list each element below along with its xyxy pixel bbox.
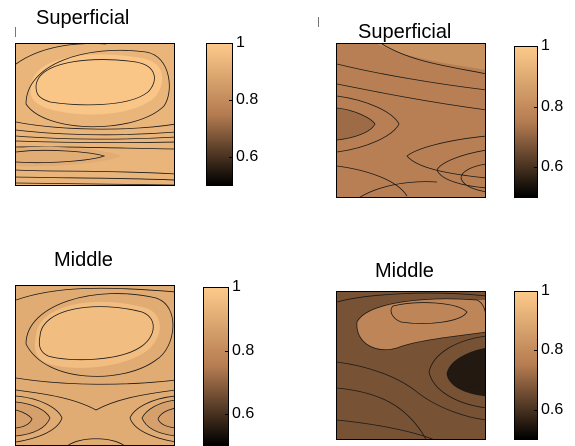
colorbar-4-tick-1 — [534, 291, 538, 292]
contour-line — [16, 135, 174, 140]
contour-line — [16, 129, 174, 136]
contour-line — [406, 135, 485, 179]
contour-region — [391, 302, 467, 324]
colorbar-4-label-2: 0.8 — [541, 341, 564, 358]
colorbar-4-label-1: 1 — [541, 282, 550, 299]
colorbar-2-label-3: 0.6 — [541, 158, 564, 175]
contour-region — [30, 54, 163, 115]
colorbar-1-tick-2 — [229, 100, 233, 101]
colorbar-2-tick-2 — [534, 107, 538, 108]
contour-line — [16, 409, 33, 429]
heatmap-panel-2 — [336, 43, 486, 198]
contour-line — [16, 395, 63, 443]
panel-2-title: Superficial — [358, 21, 452, 43]
contour-region — [16, 402, 50, 436]
contour-line — [16, 401, 51, 437]
contour-line — [337, 419, 434, 439]
contour-line — [337, 63, 485, 91]
colorbar-3-tick-3 — [225, 414, 229, 415]
contour-line — [16, 140, 174, 144]
contour-region — [16, 146, 121, 167]
contour-line — [16, 176, 174, 181]
stray-mark — [318, 17, 319, 27]
colorbar-3-tick-1 — [225, 287, 229, 288]
contour-line — [38, 306, 154, 361]
heatmap-panel-3 — [15, 285, 175, 446]
colorbar-4-label-3: 0.6 — [541, 401, 564, 418]
colorbar-2-label-2: 0.8 — [541, 98, 564, 115]
colorbar-2 — [514, 46, 538, 198]
contour-line — [141, 399, 174, 437]
contour-line — [16, 377, 174, 385]
contour-line — [16, 44, 106, 65]
contour-line — [381, 44, 485, 75]
panel-4-title: Middle — [375, 260, 434, 282]
contour-line — [16, 182, 174, 185]
colorbar-1-label-2: 0.8 — [236, 91, 259, 108]
contour-line — [16, 121, 174, 130]
colorbar-3 — [203, 287, 229, 446]
contour-line — [35, 59, 155, 106]
colorbar-3-label-1: 1 — [232, 278, 241, 295]
colorbar-4-tick-3 — [534, 410, 538, 411]
contour-line — [16, 149, 106, 164]
contour-line — [16, 146, 174, 150]
colorbar-3-label-2: 0.8 — [232, 342, 255, 359]
heatmap-panel-1 — [15, 43, 175, 186]
contour-line — [446, 348, 485, 397]
contour-line — [16, 169, 174, 175]
heatmap-panel-4 — [336, 291, 486, 440]
contour-line — [337, 95, 400, 153]
panel-3-title: Middle — [54, 249, 113, 271]
contour-line — [16, 389, 174, 411]
contour-line — [356, 298, 485, 351]
colorbar-2-tick-1 — [534, 46, 538, 47]
stray-mark — [15, 27, 16, 37]
contour-line — [460, 163, 485, 193]
contour-line — [462, 357, 485, 389]
contour-line — [157, 408, 174, 429]
colorbar-2-label-1: 1 — [541, 37, 550, 54]
contour-line — [428, 335, 485, 409]
contour-region — [337, 108, 375, 140]
contour-line — [337, 107, 376, 141]
panel-1-title: Superficial — [36, 7, 130, 29]
colorbar-4-tick-2 — [534, 350, 538, 351]
colorbar-2-tick-3 — [534, 167, 538, 168]
colorbar-1-label-1: 1 — [236, 34, 245, 51]
contour-line — [25, 49, 170, 128]
contour-line — [337, 387, 427, 439]
contour-line — [337, 165, 408, 197]
colorbar-3-tick-2 — [225, 351, 229, 352]
contour-line — [337, 361, 485, 421]
contour-line — [25, 293, 174, 377]
colorbar-1-tick-1 — [229, 43, 233, 44]
colorbar-3-label-3: 0.6 — [232, 405, 255, 422]
colorbar-1-tick-3 — [229, 157, 233, 158]
colorbar-1 — [206, 43, 233, 186]
contour-line — [129, 395, 174, 443]
colorbar-1-label-3: 0.6 — [236, 148, 259, 165]
contour-line — [390, 302, 468, 324]
contour-line — [16, 287, 174, 301]
contour-line — [337, 83, 485, 111]
colorbar-4 — [514, 291, 538, 440]
contour-line — [68, 438, 124, 445]
contour-line — [359, 181, 438, 197]
contour-line — [337, 292, 485, 303]
contour-region — [34, 301, 160, 368]
contour-region — [377, 44, 485, 70]
